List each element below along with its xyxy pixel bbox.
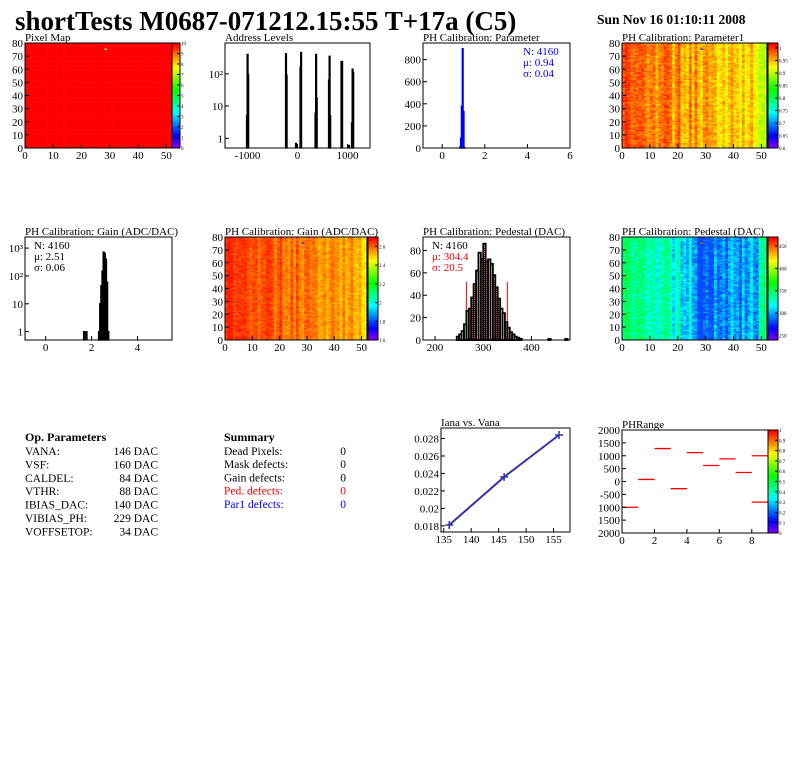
colorbar-segment: [172, 110, 180, 112]
y-tick-label: 800: [405, 55, 422, 67]
y-tick-label: 30: [12, 104, 24, 116]
colorbar-segment: [172, 100, 180, 102]
colorbar-segment: [172, 121, 180, 123]
y-tick-label: 400: [405, 99, 422, 111]
histogram-bar: [286, 75, 287, 148]
colorbar-segment: [172, 144, 180, 146]
chart-title: PH Calibration: Parameter: [423, 32, 540, 44]
colorbar-segment: [172, 87, 180, 89]
histogram-bar: [248, 74, 249, 148]
colorbar-segment: [172, 129, 180, 131]
colorbar-segment: [172, 56, 180, 58]
x-tick-label: 0: [22, 150, 28, 162]
x-tick-label: 40: [133, 150, 145, 162]
root-canvas: shortTests M0687-071212.15:55 T+17a (C5)…: [0, 0, 796, 772]
colorbar-segment: [172, 79, 180, 81]
y-tick-label: 40: [12, 91, 24, 103]
y-tick-label: 10²: [209, 69, 224, 81]
y-tick-label: 10: [212, 101, 224, 113]
x-tick-label: 4: [525, 150, 531, 162]
colorbar-segment: [172, 112, 180, 114]
y-tick-label: 20: [12, 117, 24, 129]
colorbar-segment: [172, 89, 180, 91]
colorbar-segment: [172, 66, 180, 68]
colorbar-segment: [172, 123, 180, 125]
y-tick-label: 50: [12, 77, 24, 89]
x-tick-label: 1000: [337, 150, 360, 162]
colorbar-segment: [172, 142, 180, 144]
canvas-date: Sun Nov 16 01:10:11 2008: [597, 12, 746, 27]
histogram-bar: [342, 62, 343, 148]
x-tick-label: 6: [567, 150, 573, 162]
colorbar-segment: [172, 60, 180, 62]
colorbar-tick-label: 10: [181, 42, 187, 47]
colorbar-segment: [172, 91, 180, 93]
histogram-bar: [301, 52, 302, 148]
x-tick-label: 30: [104, 150, 116, 162]
histogram-bar: [316, 98, 317, 148]
stats-line: σ: 0.04: [523, 68, 554, 80]
y-tick-label: 60: [12, 64, 24, 76]
y-tick-label: 600: [405, 77, 422, 89]
x-tick-label: 10: [48, 150, 60, 162]
chart-title: PH Calibration: Parameter1: [622, 32, 744, 44]
chart-title: Pixel Map: [25, 32, 71, 44]
x-tick-label: 20: [76, 150, 88, 162]
colorbar-segment: [172, 81, 180, 83]
colorbar-segment: [172, 131, 180, 133]
y-tick-label: 0: [18, 143, 24, 155]
x-tick-label: 2: [482, 150, 488, 162]
colorbar-segment: [172, 133, 180, 135]
colorbar-segment: [172, 77, 180, 79]
y-tick-label: 1: [218, 133, 224, 145]
colorbar-segment: [172, 102, 180, 104]
colorbar-segment: [172, 58, 180, 60]
colorbar-segment: [172, 98, 180, 100]
colorbar-segment: [172, 45, 180, 47]
colorbar-segment: [172, 68, 180, 70]
y-tick-label: 10: [12, 130, 24, 142]
chart-title: Address Levels: [225, 32, 293, 44]
histogram-bar: [463, 112, 464, 148]
histogram-bar: [296, 143, 297, 148]
colorbar-segment: [172, 70, 180, 72]
x-tick-label: -1000: [235, 150, 261, 162]
colorbar-segment: [172, 47, 180, 49]
colorbar-segment: [172, 108, 180, 110]
x-tick-label: 50: [161, 150, 173, 162]
histogram-bar: [353, 72, 354, 148]
colorbar-segment: [172, 140, 180, 142]
y-tick-label: 200: [405, 121, 422, 133]
x-tick-label: 0: [439, 150, 445, 162]
colorbar-segment: [172, 49, 180, 51]
y-tick-label: 70: [12, 51, 24, 63]
histogram-bar: [330, 116, 331, 148]
y-tick-label: 80: [12, 38, 24, 50]
y-tick-label: 0: [416, 143, 422, 155]
ph-calibration-parameter1-chart: PH Calibration: Parameter10.60.650.70.75…: [609, 32, 788, 162]
x-tick-label: 0: [295, 150, 301, 162]
colorbar-segment: [172, 119, 180, 121]
